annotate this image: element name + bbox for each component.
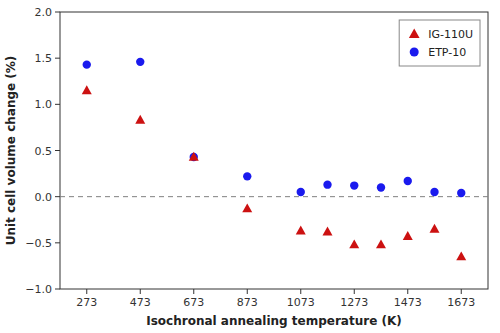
legend-label: ETP-10 xyxy=(428,46,466,59)
legend-marker xyxy=(409,28,420,38)
x-tick xyxy=(247,289,248,294)
point xyxy=(377,183,385,191)
point xyxy=(404,177,412,185)
y-tick-label: −0.5 xyxy=(25,237,52,250)
y-tick xyxy=(55,242,60,243)
x-tick-label: 473 xyxy=(130,296,151,309)
x-tick xyxy=(407,289,408,294)
x-tick xyxy=(86,289,87,294)
point xyxy=(136,58,144,66)
x-axis: 273 473 673 873 1073 1273 1473 1673 xyxy=(76,289,475,309)
x-tick xyxy=(354,289,355,294)
x-tick xyxy=(461,289,462,294)
x-tick xyxy=(193,289,194,294)
chart: 273 473 673 873 1073 1273 1473 1673 −1.0 −0.5 0.0 0… xyxy=(0,0,500,333)
y-tick xyxy=(55,289,60,290)
legend-marker xyxy=(410,48,419,57)
point xyxy=(456,251,466,260)
y-axis-label: Unit cell volume change (%) xyxy=(4,56,18,246)
y-tick-label: 1.5 xyxy=(35,52,53,65)
y-tick-label: 2.0 xyxy=(35,6,53,19)
y-tick-label: 0.5 xyxy=(35,145,53,158)
x-tick-label: 1273 xyxy=(340,296,368,309)
point xyxy=(189,152,199,161)
point xyxy=(457,189,465,197)
y-tick xyxy=(55,104,60,105)
legend: IG-110U ETP-10 xyxy=(399,20,480,66)
point xyxy=(242,203,252,212)
point xyxy=(349,239,359,248)
series xyxy=(82,85,466,260)
x-axis-label: Isochronal annealing temperature (K) xyxy=(146,314,401,328)
point xyxy=(296,226,306,235)
point xyxy=(323,227,333,236)
point xyxy=(83,60,91,68)
point xyxy=(135,115,145,124)
point xyxy=(430,188,438,196)
point xyxy=(430,224,440,233)
y-axis: −1.0 −0.5 0.0 0.5 1.0 1.5 2.0 xyxy=(25,6,60,296)
point xyxy=(350,181,358,189)
x-tick-label: 273 xyxy=(76,296,97,309)
y-tick-label: 1.0 xyxy=(35,98,53,111)
y-tick xyxy=(55,150,60,151)
y-tick-label: 0.0 xyxy=(35,191,53,204)
x-tick-label: 1073 xyxy=(287,296,315,309)
x-tick-label: 873 xyxy=(237,296,258,309)
point xyxy=(323,180,331,188)
reference-line xyxy=(60,196,488,197)
legend-label: IG-110U xyxy=(428,28,473,41)
y-tick xyxy=(55,12,60,13)
plot-area xyxy=(60,58,488,261)
plot-frame xyxy=(60,12,488,289)
x-tick xyxy=(300,289,301,294)
x-tick xyxy=(140,289,141,294)
point xyxy=(376,239,386,248)
point xyxy=(297,188,305,196)
point xyxy=(403,231,413,240)
point xyxy=(243,172,251,180)
point xyxy=(82,85,92,94)
x-tick-label: 673 xyxy=(183,296,204,309)
y-tick-label: −1.0 xyxy=(25,283,52,296)
x-tick-label: 1673 xyxy=(447,296,475,309)
y-tick xyxy=(55,196,60,197)
y-tick xyxy=(55,58,60,59)
series xyxy=(83,58,466,198)
x-tick-label: 1473 xyxy=(394,296,422,309)
legend-box xyxy=(399,20,480,66)
